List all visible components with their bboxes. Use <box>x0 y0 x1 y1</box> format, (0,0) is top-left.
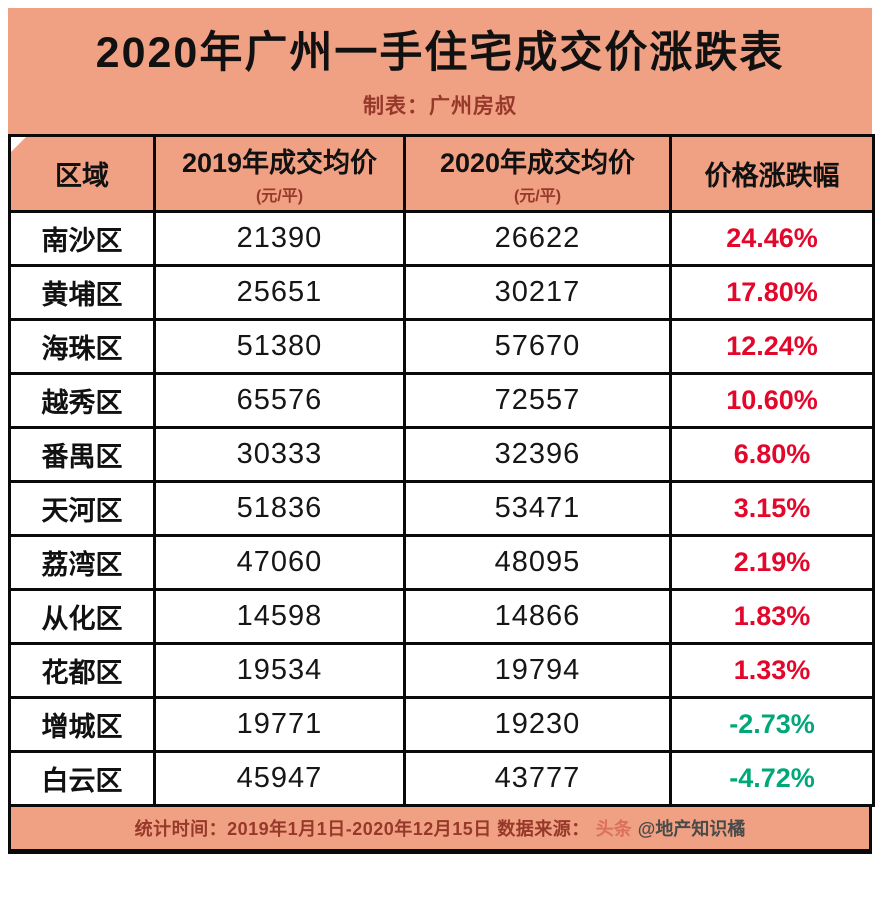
change-cell: 17.80% <box>669 263 875 321</box>
change-cell: 2.19% <box>669 533 875 591</box>
price-2020-cell: 57670 <box>403 317 672 375</box>
table-row: 白云区 45947 43777 -4.72% <box>8 749 875 807</box>
price-2019-cell: 51380 <box>153 317 406 375</box>
region-cell: 南沙区 <box>8 209 156 267</box>
region-cell: 花都区 <box>8 641 156 699</box>
change-cell: -2.73% <box>669 695 875 753</box>
price-2019-cell: 51836 <box>153 479 406 537</box>
price-2020-cell: 19230 <box>403 695 672 753</box>
region-cell: 增城区 <box>8 695 156 753</box>
infographic-sheet: 2020年广州一手住宅成交价涨跌表 制表：广州房叔 区域 2019年成交均价 (… <box>8 8 875 866</box>
table-body: 南沙区 21390 26622 24.46% 黄埔区 25651 30217 1… <box>8 209 875 807</box>
col-header-2020-unit: (元/平) <box>513 187 562 205</box>
table-row: 海珠区 51380 57670 12.24% <box>8 317 875 375</box>
price-2019-cell: 14598 <box>153 587 406 645</box>
region-cell: 从化区 <box>8 587 156 645</box>
price-2020-cell: 53471 <box>403 479 672 537</box>
change-cell: 1.83% <box>669 587 875 645</box>
table-row: 天河区 51836 53471 3.15% <box>8 479 875 537</box>
price-2019-cell: 47060 <box>153 533 406 591</box>
price-2020-cell: 72557 <box>403 371 672 429</box>
region-cell: 番禺区 <box>8 425 156 483</box>
header-row: 区域 2019年成交均价 (元/平) 2020年成交均价 (元/平) 价格涨跌幅 <box>8 133 875 213</box>
table-row: 越秀区 65576 72557 10.60% <box>8 371 875 429</box>
price-2019-cell: 21390 <box>153 209 406 267</box>
price-2020-cell: 32396 <box>403 425 672 483</box>
price-2019-cell: 45947 <box>153 749 406 807</box>
price-2020-cell: 30217 <box>403 263 672 321</box>
price-2020-cell: 19794 <box>403 641 672 699</box>
price-2020-cell: 48095 <box>403 533 672 591</box>
source-logo: 头条 <box>595 818 632 839</box>
change-cell: 1.33% <box>669 641 875 699</box>
col-header-change-label: 价格涨跌幅 <box>704 160 840 191</box>
col-header-2019: 2019年成交均价 (元/平) <box>153 133 406 213</box>
price-2019-cell: 30333 <box>153 425 406 483</box>
table-row: 荔湾区 47060 48095 2.19% <box>8 533 875 591</box>
col-header-2020-label: 2020年成交均价 <box>439 147 636 178</box>
table-row: 从化区 14598 14866 1.83% <box>8 587 875 645</box>
col-header-region-label: 区域 <box>55 160 109 191</box>
page-subtitle: 制表：广州房叔 <box>363 94 517 118</box>
watermark-text: @地产知识橘 <box>637 818 746 839</box>
change-cell: 24.46% <box>669 209 875 267</box>
change-cell: -4.72% <box>669 749 875 807</box>
change-cell: 10.60% <box>669 371 875 429</box>
region-cell: 荔湾区 <box>8 533 156 591</box>
price-2019-cell: 19534 <box>153 641 406 699</box>
region-cell: 海珠区 <box>8 317 156 375</box>
table-row: 增城区 19771 19230 -2.73% <box>8 695 875 753</box>
title-band: 2020年广州一手住宅成交价涨跌表 制表：广州房叔 <box>8 8 872 134</box>
stats-text: 统计时间：2019年1月1日-2020年12月15日 数据来源： <box>134 818 590 839</box>
price-2019-cell: 25651 <box>153 263 406 321</box>
col-header-region: 区域 <box>8 133 156 213</box>
price-2020-cell: 14866 <box>403 587 672 645</box>
region-cell: 越秀区 <box>8 371 156 429</box>
bottom-margin <box>8 853 872 866</box>
change-cell: 12.24% <box>669 317 875 375</box>
corner-triangle-icon <box>11 136 26 152</box>
table-row: 花都区 19534 19794 1.33% <box>8 641 875 699</box>
region-cell: 天河区 <box>8 479 156 537</box>
price-2019-cell: 65576 <box>153 371 406 429</box>
table-row: 番禺区 30333 32396 6.80% <box>8 425 875 483</box>
col-header-2019-label: 2019年成交均价 <box>181 147 378 178</box>
table-row: 南沙区 21390 26622 24.46% <box>8 209 875 267</box>
region-cell: 白云区 <box>8 749 156 807</box>
col-header-change: 价格涨跌幅 <box>669 133 875 213</box>
change-cell: 6.80% <box>669 425 875 483</box>
price-table: 区域 2019年成交均价 (元/平) 2020年成交均价 (元/平) 价格涨跌幅… <box>8 133 875 807</box>
table-row: 黄埔区 25651 30217 17.80% <box>8 263 875 321</box>
price-2019-cell: 19771 <box>153 695 406 753</box>
price-2020-cell: 43777 <box>403 749 672 807</box>
footer-band: 统计时间：2019年1月1日-2020年12月15日 数据来源： 头条 @地产知… <box>8 806 872 854</box>
page-title: 2020年广州一手住宅成交价涨跌表 <box>95 29 785 77</box>
region-cell: 黄埔区 <box>8 263 156 321</box>
col-header-2020: 2020年成交均价 (元/平) <box>403 133 672 213</box>
col-header-2019-unit: (元/平) <box>255 187 304 205</box>
price-2020-cell: 26622 <box>403 209 672 267</box>
change-cell: 3.15% <box>669 479 875 537</box>
